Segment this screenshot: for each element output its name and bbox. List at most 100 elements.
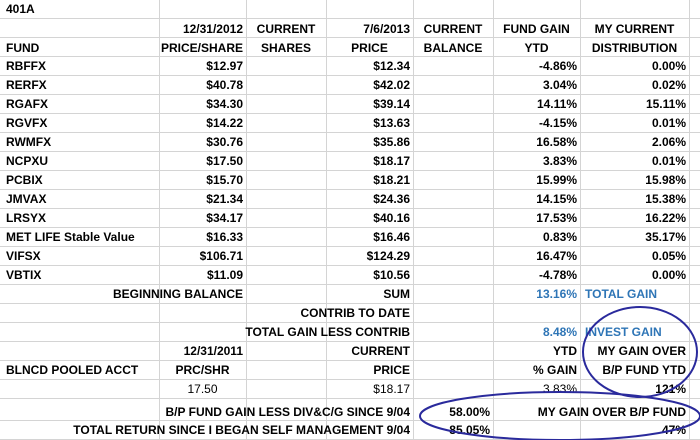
gridline <box>413 0 414 440</box>
pooled-price-value: $18.17 <box>373 382 410 396</box>
gridline <box>0 170 700 171</box>
fund-distribution: 15.98% <box>645 173 686 187</box>
gridline <box>0 75 700 76</box>
fund-distribution: 35.17% <box>645 230 686 244</box>
header-price: PRICE <box>351 41 388 55</box>
fund-current-price: $13.63 <box>373 116 410 130</box>
fund-price-share: $11.09 <box>206 268 243 282</box>
fund-gain-ytd: 16.47% <box>536 249 577 263</box>
header-distribution: DISTRIBUTION <box>591 41 678 55</box>
bp-fund-gain-value: 58.00% <box>449 405 490 419</box>
fund-price-share: $14.22 <box>206 116 243 130</box>
gridline <box>0 303 700 304</box>
gridline <box>0 37 700 38</box>
fund-gain-ytd: 3.04% <box>542 78 577 92</box>
fund-name: RERFX <box>6 78 47 92</box>
header-date-2013: 7/6/2013 <box>363 22 410 36</box>
annotation-circle-ytd <box>582 306 698 398</box>
fund-price-share: $30.76 <box>206 135 243 149</box>
pooled-prc-shr: PRC/SHR <box>175 363 230 377</box>
invest-gain-pct: 8.48% <box>542 325 577 339</box>
pooled-ytd: YTD <box>553 344 577 358</box>
header-ytd: YTD <box>524 41 549 55</box>
pooled-pct-gain: % GAIN <box>532 363 577 377</box>
fund-price-share: $15.70 <box>206 173 243 187</box>
pooled-price: PRICE <box>373 363 410 377</box>
fund-distribution: 15.11% <box>645 97 686 111</box>
contrib-to-date-label: CONTRIB TO DATE <box>300 306 410 320</box>
gridline <box>0 189 700 190</box>
gridline <box>0 94 700 95</box>
fund-name: JMVAX <box>6 192 47 206</box>
fund-current-price: $35.86 <box>373 135 410 149</box>
gridline <box>246 0 247 440</box>
fund-distribution: 0.01% <box>651 116 686 130</box>
gridline <box>0 420 700 421</box>
pooled-current: CURRENT <box>351 344 410 358</box>
fund-gain-ytd: -4.78% <box>538 268 577 282</box>
fund-gain-ytd: 0.83% <box>542 230 577 244</box>
total-gain-pct: 13.16% <box>536 287 577 301</box>
gridline <box>159 0 160 440</box>
pooled-my-gain-over: MY GAIN OVER <box>597 344 686 358</box>
fund-price-share: $21.34 <box>206 192 243 206</box>
gridline <box>0 227 700 228</box>
total-return-label: TOTAL RETURN SINCE I BEGAN SELF MANAGEME… <box>73 423 410 437</box>
fund-name: PCBIX <box>6 173 43 187</box>
gridline <box>0 18 700 19</box>
fund-current-price: $124.29 <box>366 249 410 263</box>
fund-price-share: $40.78 <box>206 78 243 92</box>
fund-current-price: $42.02 <box>373 78 410 92</box>
header-date-2012: 12/31/2012 <box>182 22 243 36</box>
header-balance: BALANCE <box>423 41 483 55</box>
gridline <box>0 151 700 152</box>
header-fund: FUND <box>6 41 40 55</box>
fund-name: VBTIX <box>6 268 42 282</box>
header-my-current: MY CURRENT <box>594 22 675 36</box>
header-current-balance: CURRENT <box>423 22 483 36</box>
invest-gain-label: INVEST GAIN <box>585 325 662 339</box>
gridline <box>0 341 700 342</box>
gridline <box>580 0 581 440</box>
bp-fund-gain-label: B/P FUND GAIN LESS DIV&C/G SINCE 9/04 <box>165 405 411 419</box>
fund-name: RWMFX <box>6 135 52 149</box>
annotation-circle-footer <box>419 391 700 440</box>
sheet-title: 401A <box>6 2 35 16</box>
gridline <box>0 132 700 133</box>
gridline <box>689 0 690 440</box>
fund-current-price: $24.36 <box>373 192 410 206</box>
gridline <box>0 360 700 361</box>
fund-name: RGVFX <box>6 116 48 130</box>
fund-current-price: $40.16 <box>373 211 410 225</box>
pooled-bp-fund-ytd: B/P FUND YTD <box>602 363 686 377</box>
gridline <box>0 398 700 399</box>
fund-name: VIFSX <box>6 249 41 263</box>
fund-distribution: 2.06% <box>651 135 686 149</box>
fund-name: MET LIFE Stable Value <box>6 230 135 244</box>
fund-price-share: $106.71 <box>199 249 243 263</box>
my-gain-over-bp-label: MY GAIN OVER B/P FUND <box>537 405 686 419</box>
fund-price-share: $17.50 <box>206 154 243 168</box>
total-gain-less-contrib-label: TOTAL GAIN LESS CONTRIB <box>245 325 410 339</box>
fund-price-share: $34.30 <box>206 97 243 111</box>
gridline <box>0 208 700 209</box>
gridline <box>0 379 700 380</box>
fund-current-price: $16.46 <box>373 230 410 244</box>
fund-distribution: 16.22% <box>645 211 686 225</box>
gridline <box>0 265 700 266</box>
fund-name: LRSYX <box>6 211 47 225</box>
fund-name: RBFFX <box>6 59 46 73</box>
fund-gain-ytd: 14.15% <box>536 192 577 206</box>
fund-gain-ytd: 17.53% <box>536 211 577 225</box>
pooled-account-name: BLNCD POOLED ACCT <box>6 363 139 377</box>
header-fund-gain: FUND GAIN <box>503 22 570 36</box>
header-price-share: PRICE/SHARE <box>160 41 243 55</box>
gridline <box>326 0 327 440</box>
beginning-balance-label: BEGINNING BALANCE <box>112 287 243 301</box>
fund-name: RGAFX <box>6 97 48 111</box>
fund-price-share: $16.33 <box>206 230 243 244</box>
gridline <box>0 322 700 323</box>
fund-distribution: 15.38% <box>645 192 686 206</box>
fund-gain-ytd: 15.99% <box>536 173 577 187</box>
